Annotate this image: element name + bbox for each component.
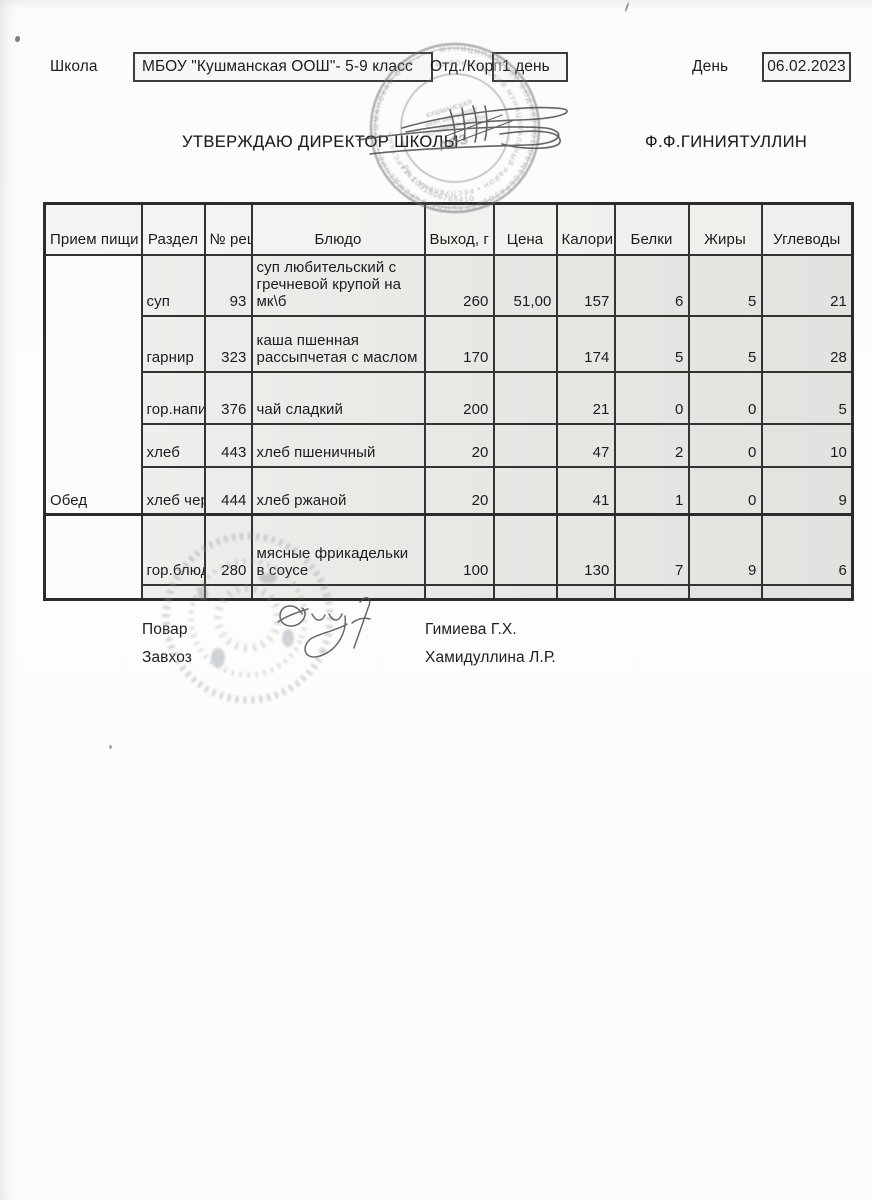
price-cell: 51,00 [492,253,558,317]
output-cell: 260 [423,253,495,317]
section-cell: хлеб [140,422,206,468]
cook-signature [277,597,371,658]
dish-cell: мясные фрикадельки в соусе [250,513,426,586]
table-header-row: Прием пищи Раздел № рец Блюдо Выход, г Ц… [43,202,854,256]
steward-label: Завхоз [142,649,192,666]
price-cell [492,465,558,516]
cook-name: Гимиева Г.Х. [425,621,517,638]
recipe-cell: 323 [203,314,253,373]
protein-cell: 5 [613,314,690,373]
dish-cell: чай сладкий [250,370,426,425]
protein-cell: 2 [613,422,690,468]
price-cell [492,422,558,468]
section-cell: хлеб черный [140,465,206,516]
col-header-carbs: Углеводы [760,202,854,256]
section-cell: гор.блюдо [140,513,206,586]
pen-mark [624,1,630,13]
recipe-cell: 444 [203,465,253,516]
price-cell [492,370,558,425]
price-cell [492,513,558,586]
scan-speck [15,36,20,42]
section-cell: суп [140,253,206,317]
calories-cell: 157 [555,253,616,317]
menu-row: гор.блюдо 280 мясные фрикадельки в соусе… [43,513,854,601]
fat-cell: 0 [687,465,763,516]
col-header-fat: Жиры [687,202,763,256]
col-header-calories: Калорийность [555,202,616,256]
recipe-cell: 443 [203,422,253,468]
col-header-section: Раздел [140,202,206,256]
menu-row: Обед суп 93 суп любительский с гречневой… [43,253,854,516]
school-label: Школа [50,58,98,75]
col-header-protein: Белки [613,202,690,256]
output-cell: 20 [423,422,495,468]
cook-label: Повар [142,621,188,638]
dept-value-box: 1 день [492,52,568,82]
carbs-cell: 6 [760,513,854,586]
price-cell [492,314,558,373]
protein-cell: 1 [613,465,690,516]
recipe-cell: 93 [203,253,253,317]
col-header-meal: Прием пищи [43,202,143,256]
section-cell: гор.напиток [140,370,206,425]
carbs-cell: 28 [760,314,854,373]
meal-cell: Обед [43,253,143,516]
menu-row: гор.напиток 376 чай сладкий 200 21 0 0 5 [45,370,854,425]
output-cell: 100 [423,513,495,586]
fat-cell: 9 [687,513,763,586]
day-label: День [692,58,729,75]
recipe-cell: 376 [203,370,253,425]
menu-table: Прием пищи Раздел № рец Блюдо Выход, г Ц… [43,202,854,601]
output-cell: 200 [423,370,495,425]
col-header-recipe: № рец [203,202,253,256]
dish-cell: каша пшенная рассыпчетая с маслом [250,314,426,373]
scan-speck [109,745,112,749]
col-header-price: Цена [492,202,558,256]
meal-cell-empty [43,513,143,601]
director-name: Ф.Ф.ГИНИЯТУЛЛИН [645,133,808,151]
carbs-cell: 10 [760,422,854,468]
fat-cell: 5 [687,314,763,373]
protein-cell: 0 [613,370,690,425]
approval-line: УТВЕРЖДАЮ ДИРЕКТОР ШКОЛЫ [182,133,459,151]
dish-cell: суп любительский с гречневой крупой на м… [250,253,426,317]
protein-cell: 6 [613,253,690,317]
fat-cell: 5 [687,253,763,317]
fat-cell: 0 [687,422,763,468]
steward-name: Хамидуллина Л.Р. [425,649,556,666]
carbs-cell: 21 [760,253,854,317]
date-box: 06.02.2023 [762,52,851,82]
menu-row: хлеб 443 хлеб пшеничный 20 47 2 0 10 [45,422,854,468]
faint-stamp [162,532,334,704]
menu-row: гарнир 323 каша пшенная рассыпчетая с ма… [45,314,854,373]
dish-cell: хлеб ржаной [250,465,426,516]
output-cell: 170 [423,314,495,373]
col-header-dish: Блюдо [250,202,426,256]
empty-row [45,583,854,601]
school-name-box: МБОУ "Кушманская ООШ"- 5-9 класс [133,52,433,82]
carbs-cell: 5 [760,370,854,425]
fat-cell: 0 [687,370,763,425]
dept-label: Отд./Корп [430,58,502,75]
carbs-cell: 9 [760,465,854,516]
calories-cell: 21 [555,370,616,425]
protein-cell: 7 [613,513,690,586]
menu-row: хлеб черный 444 хлеб ржаной 20 41 1 0 9 [45,465,854,516]
director-signature [357,105,568,155]
recipe-cell: 280 [203,513,253,586]
output-cell: 20 [423,465,495,516]
calories-cell: 41 [555,465,616,516]
calories-cell: 47 [555,422,616,468]
dish-cell: хлеб пшеничный [250,422,426,468]
section-cell: гарнир [140,314,206,373]
calories-cell: 174 [555,314,616,373]
calories-cell: 130 [555,513,616,586]
